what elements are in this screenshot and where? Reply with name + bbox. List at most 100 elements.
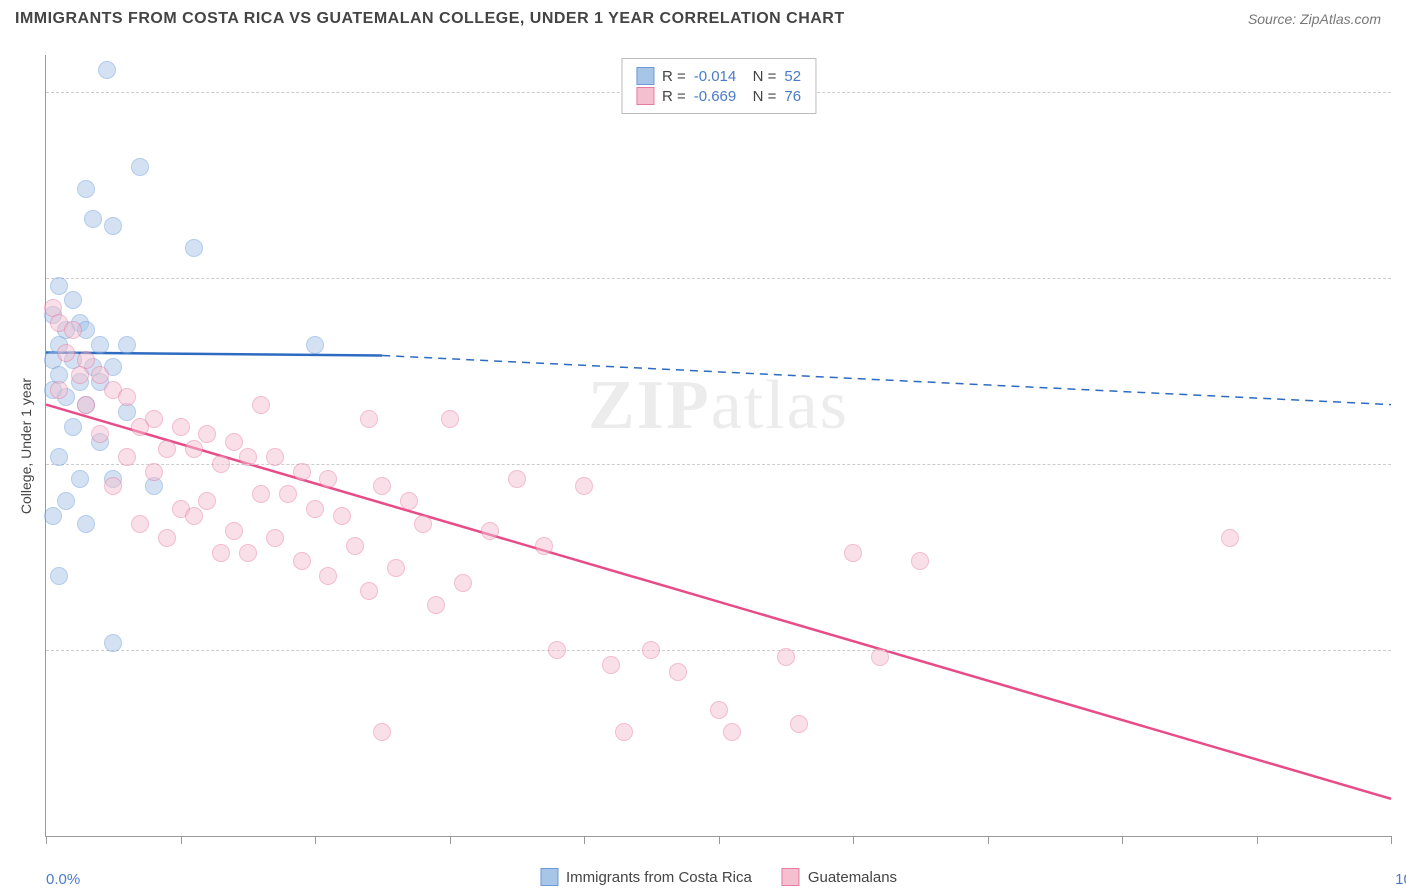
data-point [212, 544, 230, 562]
data-point [535, 537, 553, 555]
x-tick [988, 836, 989, 844]
data-point [64, 291, 82, 309]
legend-item-guatemalans: Guatemalans [782, 868, 897, 886]
data-point [575, 477, 593, 495]
data-point [185, 507, 203, 525]
data-point [723, 723, 741, 741]
y-axis-label: College, Under 1 year [18, 377, 34, 513]
data-point [118, 448, 136, 466]
data-point [266, 448, 284, 466]
trend-line [382, 355, 1391, 404]
data-point [777, 648, 795, 666]
data-point [91, 336, 109, 354]
x-tick [1257, 836, 1258, 844]
data-point [185, 239, 203, 257]
data-point [400, 492, 418, 510]
data-point [319, 567, 337, 585]
data-point [71, 366, 89, 384]
data-point [1221, 529, 1239, 547]
data-point [615, 723, 633, 741]
data-point [71, 470, 89, 488]
data-point [118, 336, 136, 354]
data-point [104, 477, 122, 495]
data-point [373, 477, 391, 495]
data-point [131, 515, 149, 533]
data-point [50, 567, 68, 585]
x-tick [181, 836, 182, 844]
data-point [642, 641, 660, 659]
x-tick [853, 836, 854, 844]
x-tick [584, 836, 585, 844]
legend-swatch-pink [782, 868, 800, 886]
data-point [185, 440, 203, 458]
chart-area: ZIPatlas College, Under 1 year 0.0% 100.… [45, 55, 1391, 837]
data-point [360, 410, 378, 428]
data-point [441, 410, 459, 428]
data-point [50, 448, 68, 466]
data-point [911, 552, 929, 570]
legend-label: Guatemalans [808, 869, 897, 886]
chart-title: IMMIGRANTS FROM COSTA RICA VS GUATEMALAN… [15, 10, 845, 28]
data-point [306, 336, 324, 354]
data-point [252, 396, 270, 414]
gridline [46, 650, 1391, 651]
data-point [198, 425, 216, 443]
legend-swatch-pink [636, 87, 654, 105]
plot-area: ZIPatlas College, Under 1 year 0.0% 100.… [45, 55, 1391, 837]
trend-lines-layer [46, 55, 1391, 836]
x-tick [1122, 836, 1123, 844]
data-point [454, 574, 472, 592]
x-tick [1391, 836, 1392, 844]
legend-item-costa-rica: Immigrants from Costa Rica [540, 868, 752, 886]
data-point [44, 507, 62, 525]
data-point [669, 663, 687, 681]
data-point [239, 448, 257, 466]
data-point [266, 529, 284, 547]
data-point [77, 396, 95, 414]
x-tick [450, 836, 451, 844]
header: IMMIGRANTS FROM COSTA RICA VS GUATEMALAN… [0, 0, 1406, 28]
data-point [91, 366, 109, 384]
data-point [414, 515, 432, 533]
data-point [77, 515, 95, 533]
data-point [306, 500, 324, 518]
data-point [790, 715, 808, 733]
data-point [602, 656, 620, 674]
x-axis-max-label: 100.0% [1395, 871, 1406, 888]
data-point [84, 210, 102, 228]
legend-row-series2: R = -0.669 N = 76 [636, 87, 801, 105]
legend-label: Immigrants from Costa Rica [566, 869, 752, 886]
data-point [50, 381, 68, 399]
data-point [145, 463, 163, 481]
data-point [118, 388, 136, 406]
data-point [293, 552, 311, 570]
data-point [293, 463, 311, 481]
data-point [387, 559, 405, 577]
data-point [427, 596, 445, 614]
data-point [50, 277, 68, 295]
data-point [158, 440, 176, 458]
data-point [158, 529, 176, 547]
data-point [91, 425, 109, 443]
source-attribution: Source: ZipAtlas.com [1248, 11, 1381, 27]
data-point [98, 61, 116, 79]
data-point [57, 492, 75, 510]
data-point [710, 701, 728, 719]
data-point [373, 723, 391, 741]
correlation-legend: R = -0.014 N = 52 R = -0.669 N = 76 [621, 58, 816, 114]
data-point [548, 641, 566, 659]
gridline [46, 278, 1391, 279]
data-point [360, 582, 378, 600]
data-point [508, 470, 526, 488]
data-point [225, 522, 243, 540]
data-point [346, 537, 364, 555]
data-point [844, 544, 862, 562]
watermark: ZIPatlas [588, 366, 849, 446]
data-point [172, 418, 190, 436]
data-point [279, 485, 297, 503]
x-tick [719, 836, 720, 844]
data-point [212, 455, 230, 473]
data-point [481, 522, 499, 540]
x-tick [315, 836, 316, 844]
data-point [252, 485, 270, 503]
